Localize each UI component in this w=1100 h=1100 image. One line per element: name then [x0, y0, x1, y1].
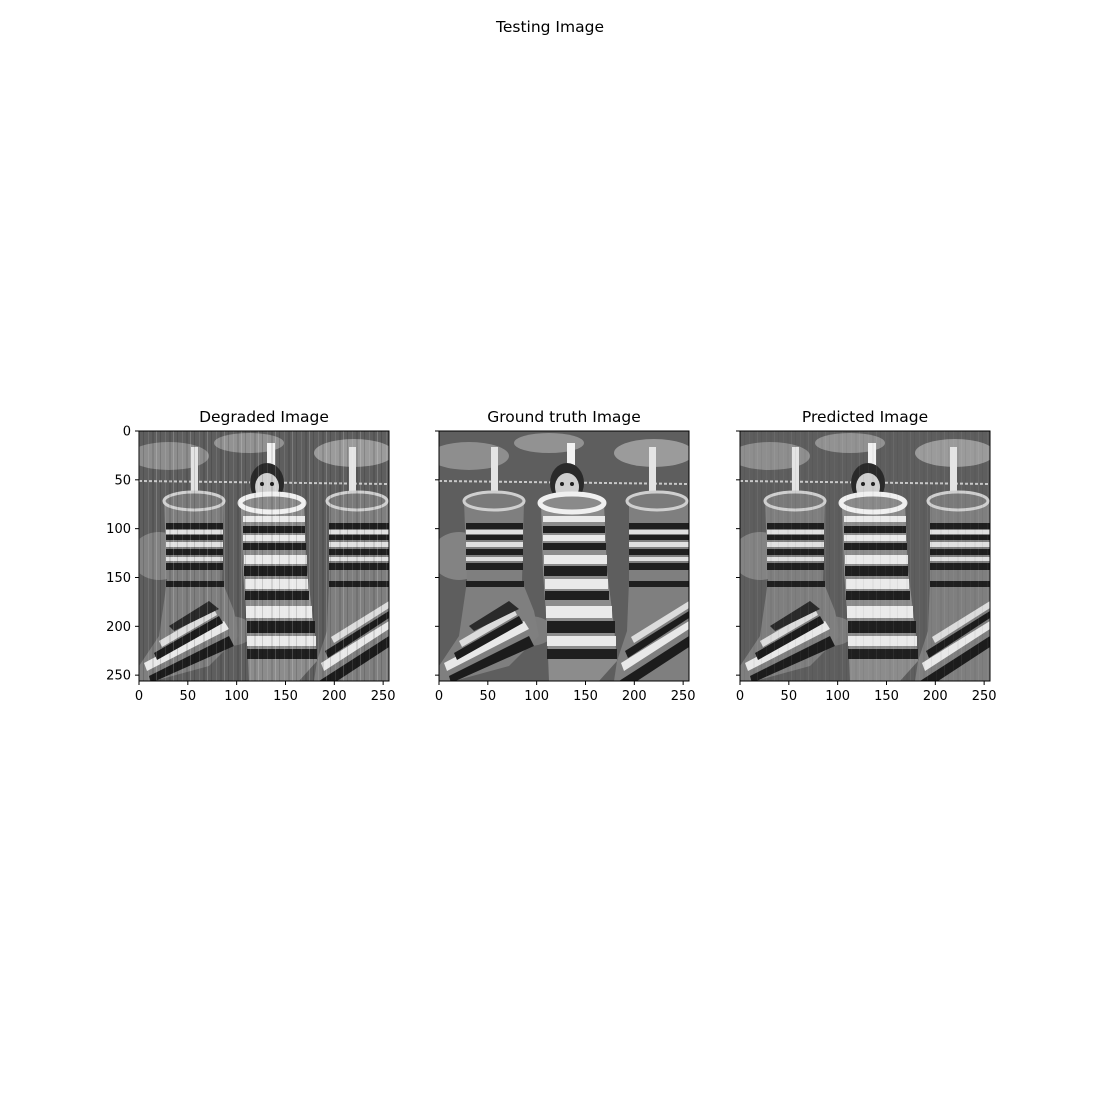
y-tick-label: 100	[106, 522, 131, 537]
panel-3: Predicted Image 0 50 100 150 200 250	[736, 408, 997, 704]
panel-1: Degraded Image 0 50 100 150 200 250 0 50 100 150 20…	[106, 408, 395, 704]
y-tick-label: 250	[106, 669, 131, 684]
x-tick-label: 200	[923, 689, 948, 704]
x-tick-label: 50	[180, 689, 197, 704]
x-tick-label: 100	[224, 689, 249, 704]
x-tick-label: 100	[524, 689, 549, 704]
x-tick-label: 150	[273, 689, 298, 704]
x-tick-label: 250	[972, 689, 997, 704]
x-tick-label: 50	[480, 689, 497, 704]
axes-frame	[739, 430, 991, 682]
panel-image	[740, 431, 990, 681]
x-tick-label: 200	[622, 689, 647, 704]
x-tick-label: 0	[135, 689, 143, 704]
panel-image	[429, 431, 694, 683]
x-tick-label: 250	[671, 689, 696, 704]
x-tick-label: 150	[573, 689, 598, 704]
y-tick-label: 200	[106, 620, 131, 635]
y-tick-label: 50	[114, 473, 131, 488]
axes-frame	[138, 430, 390, 682]
panel-2: Ground truth Image 0 50 100 150 200 250	[429, 408, 696, 704]
x-tick-label: 250	[371, 689, 396, 704]
y-tick-label: 0	[123, 425, 131, 440]
x-tick-label: 0	[435, 689, 443, 704]
panel-title: Predicted Image	[802, 408, 928, 426]
axes-frame	[438, 430, 690, 682]
panel-image	[139, 431, 389, 681]
panel-title: Ground truth Image	[487, 408, 641, 426]
x-tick-label: 100	[825, 689, 850, 704]
x-tick-label: 50	[781, 689, 798, 704]
x-tick-label: 200	[322, 689, 347, 704]
x-tick-label: 150	[874, 689, 899, 704]
panel-title: Degraded Image	[199, 408, 329, 426]
x-tick-label: 0	[736, 689, 744, 704]
y-tick-label: 150	[106, 571, 131, 586]
figure-title: Testing Image	[496, 18, 604, 36]
